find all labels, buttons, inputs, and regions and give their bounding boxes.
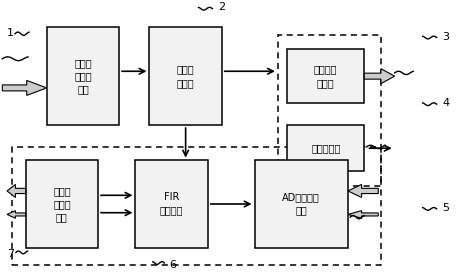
Text: 异步串
行接收
模块: 异步串 行接收 模块 [74,58,92,94]
Polygon shape [348,211,378,218]
Text: 1: 1 [7,28,14,38]
Bar [255,160,348,248]
Text: 2: 2 [218,2,226,12]
Polygon shape [364,69,395,84]
Bar [12,147,381,265]
Bar [287,125,364,171]
Polygon shape [7,184,26,197]
Text: 采样信号
发生器: 采样信号 发生器 [314,64,338,88]
Bar [287,49,364,103]
Text: 5: 5 [443,203,449,213]
Text: 4: 4 [442,98,450,108]
Text: 7: 7 [7,249,14,259]
Text: FIR
滤波模块: FIR 滤波模块 [160,192,184,216]
Polygon shape [7,211,26,218]
Bar [47,27,119,125]
Text: 增益配置器: 增益配置器 [311,143,340,153]
Bar [149,27,222,125]
Polygon shape [2,81,47,95]
Text: 6: 6 [170,260,176,270]
Text: 同步串
行发送
模块: 同步串 行发送 模块 [53,186,71,222]
Polygon shape [348,184,378,197]
Bar [278,35,381,186]
Bar [135,160,208,248]
Text: AD控制采集
模块: AD控制采集 模块 [283,192,320,216]
Bar [26,160,98,248]
Text: 状态机
控制器: 状态机 控制器 [177,64,194,88]
Text: 3: 3 [443,32,449,42]
